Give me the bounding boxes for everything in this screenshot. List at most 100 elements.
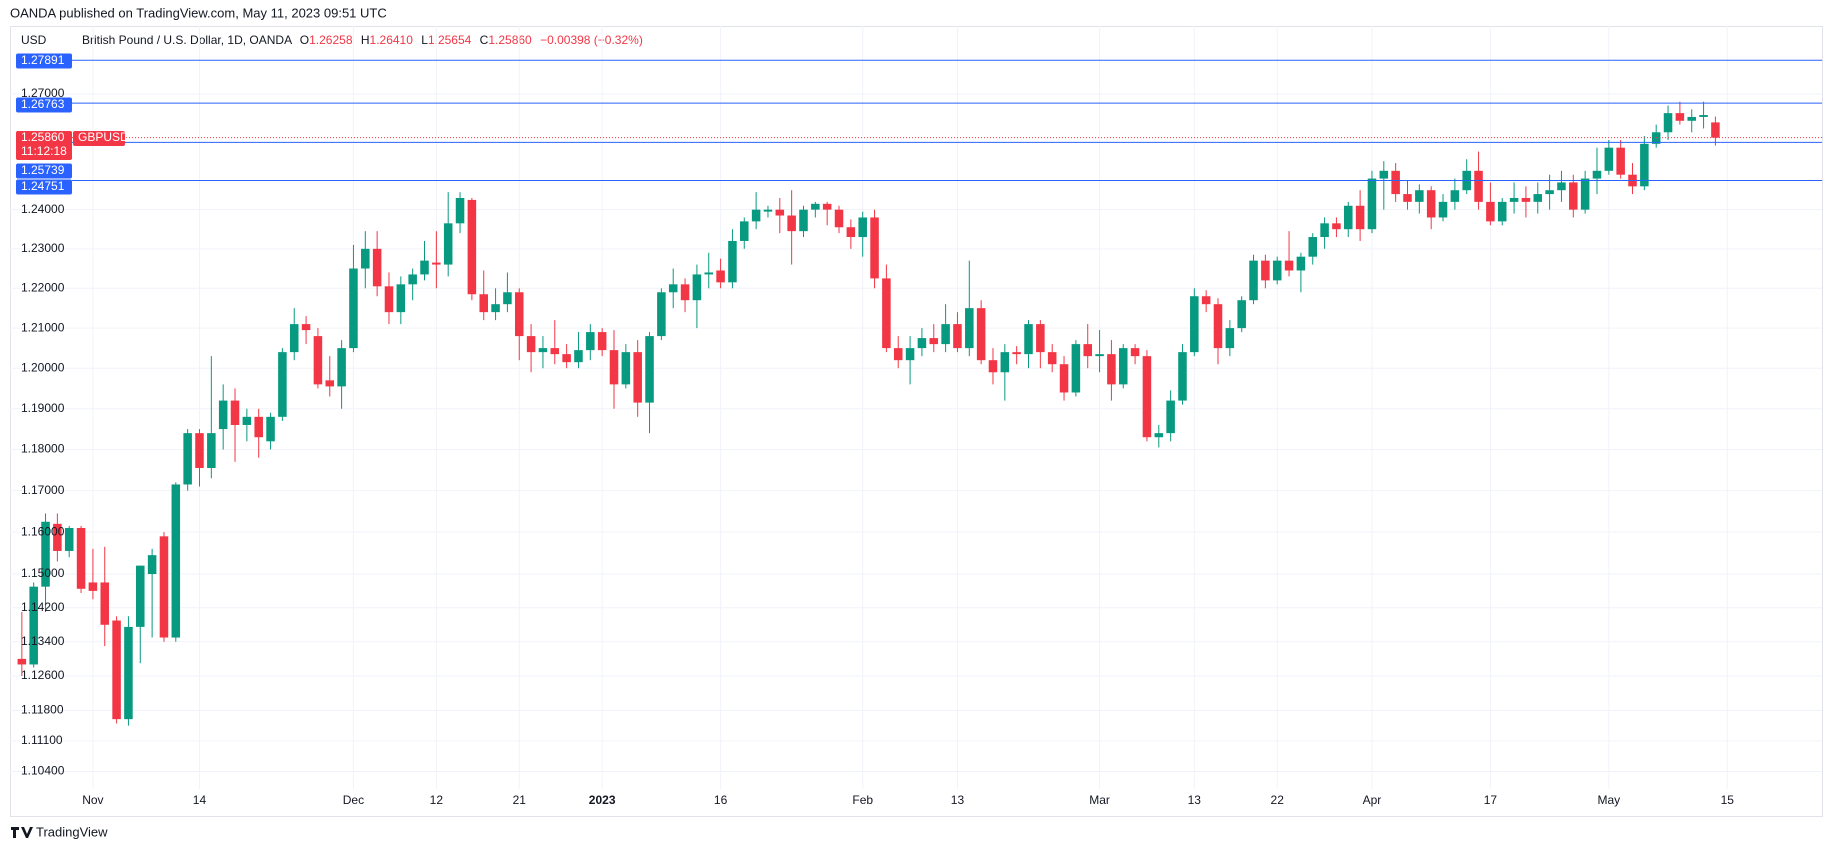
y-tick-label: 1.14200 [21, 600, 65, 614]
candle-body [1616, 147, 1625, 175]
candle-body [1663, 113, 1673, 133]
candle-body [1415, 190, 1424, 202]
candle-body [976, 308, 986, 361]
last-price-box [16, 131, 72, 160]
y-tick-label: 1.11100 [21, 733, 63, 747]
candle-body [680, 284, 690, 301]
candle-body [775, 209, 785, 216]
candle-body [870, 217, 879, 279]
candle-body [893, 348, 903, 361]
candle-body [1237, 300, 1246, 329]
level-label: 1.24751 [21, 179, 65, 193]
candle-body [1166, 400, 1175, 434]
candle-body [941, 324, 950, 345]
candle-body [657, 292, 666, 337]
y-tick-label: 1.17000 [21, 483, 65, 497]
level-label-box [16, 179, 72, 195]
candle-body [1308, 237, 1318, 257]
candle-body [1178, 352, 1187, 401]
candle-body [633, 352, 642, 403]
candle-body [1675, 113, 1685, 121]
x-tick-label: 12 [430, 793, 444, 807]
candle-body [751, 209, 761, 222]
candle-body [349, 268, 358, 349]
candle-body [1592, 170, 1602, 179]
candle-body [905, 348, 915, 361]
x-tick-label: Feb [852, 793, 873, 807]
legend-o: O [300, 33, 309, 47]
candle-body [1225, 328, 1235, 349]
legend-change: −0.00398 (−0.32%) [540, 33, 643, 47]
y-tick-label: 1.18000 [21, 442, 65, 456]
candle-body [195, 433, 204, 468]
candle-body [1569, 182, 1578, 210]
candle-body [384, 286, 394, 313]
candle-body [29, 586, 38, 665]
x-tick-label: 13 [1188, 793, 1202, 807]
candle-body [1012, 352, 1021, 355]
candle-body [1095, 354, 1104, 357]
candle-body [361, 248, 370, 269]
candle-body [716, 270, 725, 283]
candle-body [1190, 296, 1199, 353]
candle-body [763, 209, 773, 212]
candle-body [1403, 194, 1412, 202]
candle-body [834, 209, 844, 228]
candle-body [1024, 324, 1033, 355]
x-tick-label: 13 [951, 793, 965, 807]
candle-body [550, 348, 560, 355]
candle-body [408, 274, 417, 285]
candle-body [455, 197, 465, 224]
candle-body [467, 199, 477, 295]
y-tick-label: 1.12600 [21, 668, 65, 682]
x-tick-label: 14 [193, 793, 207, 807]
footer: TradingView [36, 824, 108, 839]
candle-body [846, 227, 856, 238]
candle-body [396, 284, 406, 313]
candle-body [242, 416, 252, 425]
legend-low: 1.25654 [428, 33, 472, 47]
x-tick-label: 16 [714, 793, 728, 807]
candle-body [1344, 205, 1353, 230]
candle-body [574, 350, 583, 363]
y-tick-label: 1.23000 [21, 241, 65, 255]
candle-body [207, 433, 216, 468]
candle-body [337, 348, 346, 387]
legend-symbol: British Pound / U.S. Dollar, 1D, OANDA [82, 33, 292, 47]
candle-body [1142, 356, 1152, 438]
candle-body [1272, 260, 1282, 281]
y-tick-label: 1.21000 [21, 320, 65, 334]
candle-body [645, 336, 654, 403]
candle-body [1391, 170, 1400, 195]
y-tick-label: 1.24000 [21, 202, 65, 216]
level-label: 1.27891 [21, 53, 65, 67]
y-tick-label: 1.11800 [21, 703, 64, 717]
x-tick-label: Apr [1363, 793, 1382, 807]
candle-body [17, 658, 27, 665]
level-label-box [16, 53, 72, 69]
candle-body [266, 416, 275, 442]
x-tick-label: 15 [1721, 793, 1735, 807]
x-tick-label: Dec [343, 793, 364, 807]
candle-body [953, 324, 962, 349]
candle-body [147, 555, 157, 575]
candle-body [41, 521, 50, 587]
candle-body [609, 350, 619, 385]
candle-body [1545, 190, 1554, 195]
candle-body [218, 400, 228, 430]
candle-body [740, 221, 749, 241]
candle-body [562, 354, 571, 363]
candle-body [503, 292, 512, 305]
candle-body [597, 332, 607, 351]
candle-body [325, 380, 335, 387]
y-tick-label: 1.20000 [21, 360, 65, 374]
candle-body [1296, 256, 1306, 271]
candle-body [1557, 182, 1566, 191]
legend-open: 1.26258 [309, 33, 353, 47]
candle-body [1379, 170, 1389, 179]
candle-body [1367, 178, 1377, 230]
candle-body [1438, 201, 1448, 218]
candle-body [1474, 170, 1483, 202]
candle-body [64, 528, 74, 551]
